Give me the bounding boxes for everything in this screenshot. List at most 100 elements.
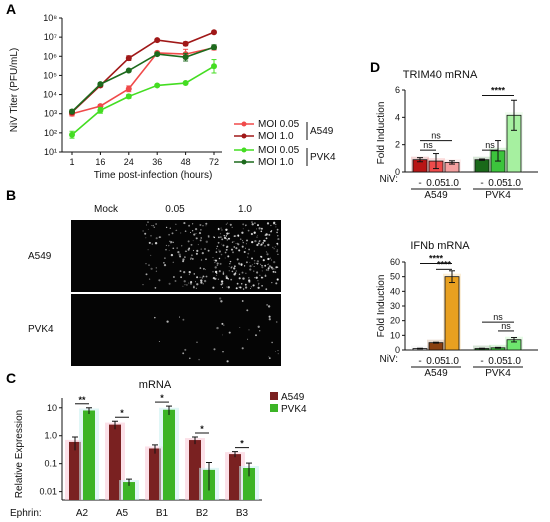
panel-a-plot: 10¹ 10² 10³ 10⁴ 10⁵ 10⁶ 10⁷ 10⁸ 1 16 24 36 48 72 [43, 13, 222, 167]
fluorescence-dot [237, 243, 240, 246]
a-data-point [182, 54, 189, 61]
fluorescence-dot [155, 223, 157, 225]
fluorescence-dot [230, 248, 234, 251]
fluorescence-dot [221, 238, 224, 241]
fluorescence-dot [221, 229, 223, 231]
fluorescence-dot [202, 275, 205, 278]
fluorescence-dot [238, 273, 241, 275]
fluorescence-dot [168, 249, 170, 251]
fluorescence-dot [180, 232, 182, 234]
fluorescence-dot [244, 286, 248, 289]
fluorescence-dot [242, 223, 245, 226]
fluorescence-dot [270, 224, 272, 227]
legend-label-pvk4: PVK4 [281, 404, 307, 415]
fluorescence-dot [239, 238, 242, 240]
panel-b-letter: B [6, 187, 16, 203]
fluorescence-dot [225, 223, 227, 225]
fluorescence-dot [266, 304, 268, 306]
fluorescence-dot [199, 223, 202, 227]
fluorescence-dot [256, 228, 258, 230]
fluorescence-dot [158, 236, 161, 239]
a-series-line [71, 46, 215, 115]
fluorescence-dot [246, 239, 248, 242]
fluorescence-dot [154, 242, 158, 245]
a-data-point [125, 67, 132, 74]
a-data-point [125, 55, 132, 62]
fluorescence-dot [276, 249, 279, 251]
fluorescence-dot [248, 248, 250, 251]
fluorescence-dot [191, 230, 194, 232]
d-comparison-label: ns [431, 131, 441, 141]
d-dose-label: - [418, 178, 421, 189]
fluorescence-dot [200, 237, 202, 239]
fluorescence-dot [268, 265, 272, 268]
fluorescence-dot [276, 250, 278, 253]
fluorescence-dot [276, 231, 278, 234]
fluorescence-dot [187, 240, 190, 243]
fluorescence-dot [192, 240, 194, 242]
c-category-label: B1 [156, 508, 169, 519]
a-ytick-label: 10⁶ [43, 51, 57, 61]
d-dose-label: 1.0 [507, 178, 521, 189]
fluorescence-dot [265, 288, 268, 291]
fluorescence-dot [264, 264, 267, 267]
d-dose-label: 0.05 [488, 356, 508, 367]
panel-c-title: mRNA [139, 379, 172, 391]
d-ytick-label: 2 [395, 140, 400, 150]
c-bar [69, 441, 81, 500]
fluorescence-dot [176, 247, 178, 249]
fluorescence-dot [277, 350, 279, 352]
fluorescence-dot [235, 243, 237, 244]
c-sig-label: * [240, 439, 244, 449]
fluorescence-dot [271, 281, 273, 284]
fluorescence-dot [199, 239, 202, 242]
fluorescence-dot [256, 236, 258, 238]
fluorescence-dot [253, 259, 256, 262]
fluorescence-dot [265, 237, 268, 240]
fluorescence-dot [231, 241, 234, 243]
d-ytick-label: 0 [395, 345, 400, 355]
fluorescence-dot [148, 264, 150, 266]
micrograph-row-a549: A549 [28, 251, 52, 262]
fluorescence-dot [170, 253, 174, 257]
legend-group-a549: A549 [310, 126, 334, 137]
fluorescence-dot [182, 318, 185, 321]
d-ytick-label: 50 [390, 272, 400, 282]
c-bar [229, 454, 241, 500]
fluorescence-dot [266, 251, 268, 253]
fluorescence-dot [183, 222, 186, 225]
fluorescence-dot [233, 235, 236, 237]
fluorescence-dot [155, 270, 158, 272]
fluorescence-dot [152, 224, 154, 227]
panel-c-letter: C [6, 370, 16, 386]
fluorescence-dot [201, 252, 204, 255]
fluorescence-dot [262, 277, 264, 279]
fluorescence-dot [178, 253, 181, 256]
micrograph-a549-mock [71, 220, 141, 292]
fluorescence-dot [198, 232, 202, 235]
fluorescence-dot [254, 239, 257, 243]
fluorescence-dot [220, 236, 222, 238]
fluorescence-dot [169, 227, 171, 229]
fluorescence-dot [218, 249, 220, 251]
fluorescence-dot [273, 221, 276, 224]
a-series-line [71, 46, 215, 113]
d-dose-label: 1.0 [445, 178, 459, 189]
panel-c: C mRNA Relative Expression Ephrin: 0.010… [6, 370, 307, 519]
fluorescence-dot [261, 264, 263, 267]
fluorescence-dot [212, 286, 215, 289]
fluorescence-dot [220, 227, 222, 229]
fluorescence-dot [253, 266, 255, 268]
panel-d-ifn-ylabel: Fold Induction [376, 275, 387, 338]
a-ytick-label: 10¹ [44, 147, 57, 157]
fluorescence-dot [150, 225, 152, 226]
fluorescence-dot [212, 271, 214, 273]
panel-c-xprefix: Ephrin: [10, 508, 42, 519]
fluorescence-dot [190, 281, 193, 284]
fluorescence-dot [238, 249, 241, 252]
fluorescence-dot [223, 236, 227, 240]
micrograph-pvk4-mock [71, 294, 141, 366]
fluorescence-dot [268, 318, 271, 321]
fluorescence-dot [241, 271, 244, 274]
fluorescence-dot [249, 261, 251, 263]
